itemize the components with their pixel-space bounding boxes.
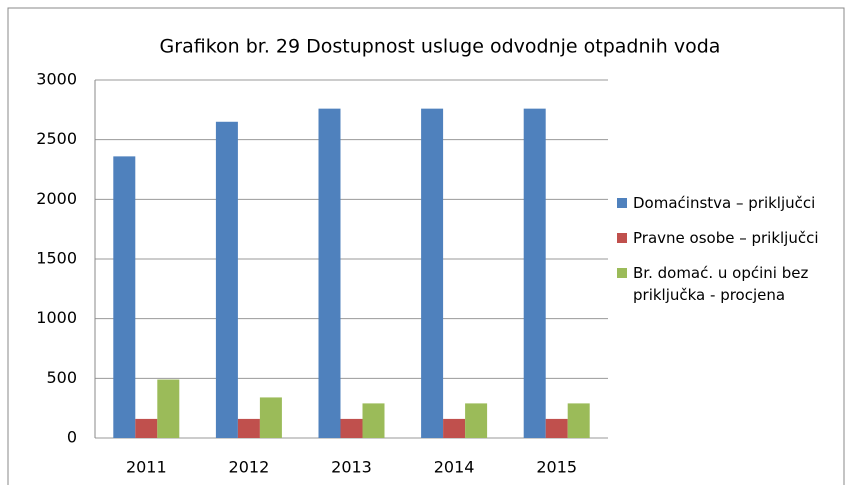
bar: [340, 418, 363, 438]
x-tick-label: 2012: [229, 458, 270, 477]
x-tick-label: 2014: [434, 458, 475, 477]
bar: [443, 418, 466, 438]
bar: [567, 403, 590, 438]
legend-item: Pravne osobe – priključci: [617, 227, 842, 249]
bar: [215, 121, 238, 439]
legend-item: Domaćinstva – priključci: [617, 192, 842, 214]
legend-label: Pravne osobe – priključci: [633, 229, 819, 247]
legend-label: Domaćinstva – priključci: [633, 194, 816, 212]
legend-label: Br. domać. u općini bez priključka - pro…: [633, 264, 809, 304]
bar: [237, 418, 260, 438]
y-tick-label: 1500: [36, 249, 77, 268]
bar: [523, 108, 546, 438]
legend-item: Br. domać. u općini bez priključka - pro…: [617, 262, 842, 306]
y-tick-label: 1000: [36, 308, 77, 327]
bar: [545, 418, 568, 438]
legend-swatch: [617, 268, 627, 278]
bar: [318, 108, 341, 438]
x-tick-label: 2015: [536, 458, 577, 477]
legend-swatch: [617, 198, 627, 208]
y-tick-label: 500: [46, 368, 77, 387]
bar: [362, 403, 385, 438]
legend: Domaćinstva – priključci Pravne osobe – p…: [617, 192, 842, 319]
y-tick-label: 2000: [36, 189, 77, 208]
y-tick-label: 0: [67, 428, 77, 447]
x-tick-label: 2013: [331, 458, 372, 477]
legend-swatch: [617, 233, 627, 243]
bar: [421, 108, 444, 438]
x-tick-label: 2011: [126, 458, 167, 477]
bar: [157, 379, 180, 438]
bar: [113, 156, 136, 438]
chart-title: Grafikon br. 29 Dostupnost usluge odvodn…: [160, 36, 721, 58]
bar: [135, 418, 158, 438]
bar: [465, 403, 488, 438]
y-tick-label: 3000: [36, 70, 77, 89]
bar: [259, 397, 282, 438]
y-tick-label: 2500: [36, 129, 77, 148]
